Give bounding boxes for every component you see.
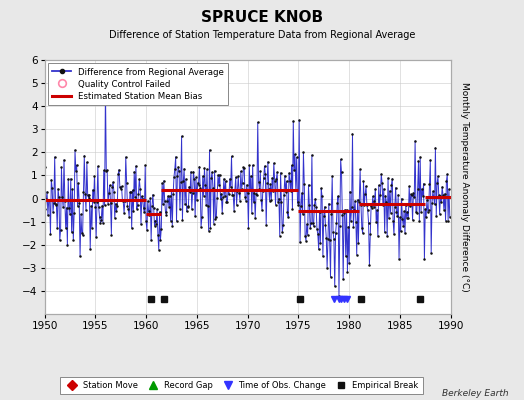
Text: Difference of Station Temperature Data from Regional Average: Difference of Station Temperature Data f… [109,30,415,40]
Legend: Station Move, Record Gap, Time of Obs. Change, Empirical Break: Station Move, Record Gap, Time of Obs. C… [60,376,422,394]
Legend: Difference from Regional Average, Quality Control Failed, Estimated Station Mean: Difference from Regional Average, Qualit… [48,64,228,105]
Y-axis label: Monthly Temperature Anomaly Difference (°C): Monthly Temperature Anomaly Difference (… [460,82,468,292]
Text: Berkeley Earth: Berkeley Earth [442,389,508,398]
Text: SPRUCE KNOB: SPRUCE KNOB [201,10,323,25]
